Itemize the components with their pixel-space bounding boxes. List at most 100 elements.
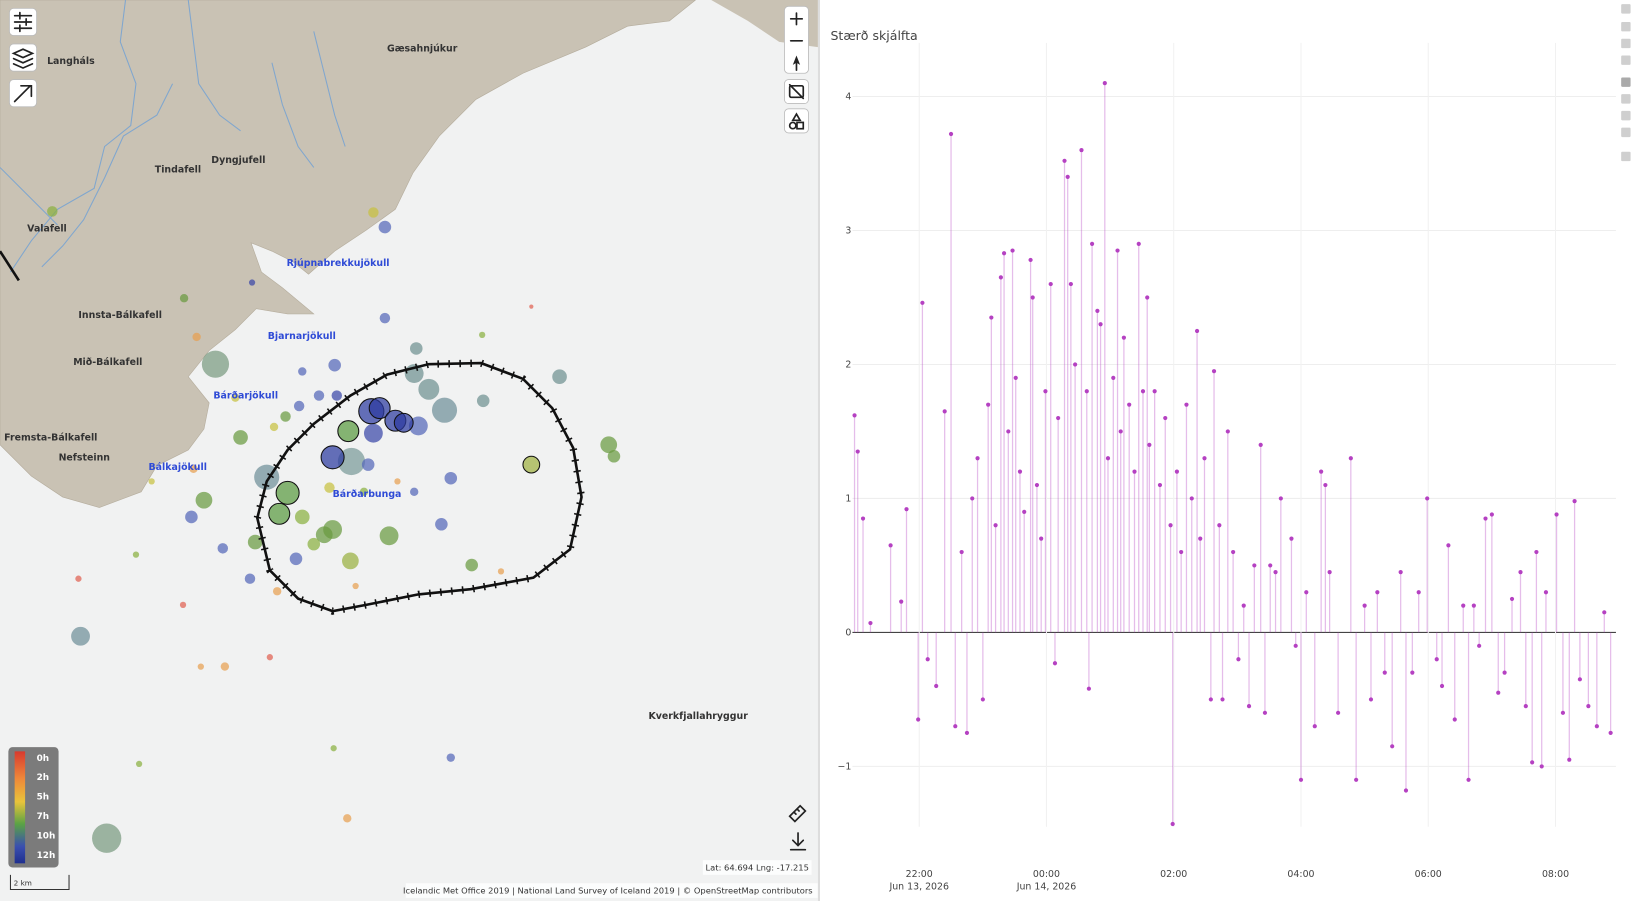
- earthquake: [313, 390, 325, 401]
- stem-point: [1068, 281, 1073, 287]
- earthquake: [352, 582, 359, 590]
- hide-labels-button[interactable]: [784, 79, 809, 105]
- chart-toolbar: [1621, 4, 1631, 162]
- x-tick-date: Jun 13, 2026: [888, 881, 949, 892]
- stem-point: [1217, 523, 1222, 528]
- stem-point: [860, 516, 866, 521]
- earthquake: [244, 573, 256, 584]
- stem-point: [1425, 496, 1430, 501]
- earthquake: [217, 543, 229, 554]
- stem-point: [1530, 760, 1535, 765]
- coordinates-box: [702, 860, 812, 875]
- stem-point: [1502, 670, 1507, 675]
- place-label: Dyngjufell: [211, 155, 265, 166]
- rivers: [0, 0, 346, 273]
- filter-button[interactable]: [8, 7, 38, 36]
- x-tick-label: 08:00: [1542, 869, 1569, 880]
- scale-bar: 2 km: [9, 874, 70, 891]
- glacier-label: Bárðarbunga: [333, 489, 402, 500]
- stem-point: [1048, 281, 1053, 287]
- place-label: Valafell: [27, 223, 67, 234]
- tools-button[interactable]: [8, 79, 38, 108]
- toolbar-button[interactable]: [1621, 127, 1631, 138]
- legend-label: 5h: [37, 793, 49, 803]
- stem-point: [1220, 697, 1225, 702]
- stem-point: [1010, 248, 1015, 253]
- stem-point: [888, 543, 893, 548]
- toolbar-button[interactable]: [1621, 21, 1631, 32]
- time-legend: 0h 2h 5h 7h 10h 12h: [8, 747, 59, 868]
- toolbar-button[interactable]: [1621, 94, 1631, 104]
- stem-point: [993, 523, 998, 528]
- earthquake: [330, 745, 337, 752]
- compass-button[interactable]: [792, 55, 801, 71]
- toolbar-button[interactable]: [1621, 151, 1631, 162]
- earthquake: [529, 304, 534, 309]
- earthquake: [444, 471, 458, 485]
- stem-point: [1211, 369, 1217, 374]
- stem-point: [1013, 375, 1018, 380]
- x-tick-label: 04:00: [1287, 869, 1314, 880]
- x-tick-label: 02:00: [1160, 869, 1187, 880]
- toolbar-button[interactable]: [1621, 77, 1631, 87]
- earthquake: [379, 526, 399, 546]
- download-button[interactable]: [789, 832, 807, 851]
- earthquake: [431, 397, 458, 423]
- shapes-button[interactable]: [784, 108, 809, 134]
- stem-point: [1489, 512, 1494, 517]
- earthquake: [337, 447, 366, 476]
- earthquake: [189, 464, 198, 473]
- toolbar-button[interactable]: [1621, 55, 1631, 65]
- layers-button[interactable]: [8, 43, 38, 72]
- toolbar-button[interactable]: [1621, 110, 1631, 121]
- stem-point: [1471, 603, 1476, 608]
- stem-point: [980, 697, 985, 702]
- stem-point: [1079, 147, 1084, 153]
- stem-point: [1327, 570, 1332, 575]
- stem-point: [1518, 570, 1523, 575]
- chart-title: Stærð skjálfta: [830, 28, 917, 43]
- earthquake: [410, 487, 419, 497]
- stems: [852, 81, 1613, 827]
- attribution: Icelandic Met Office 2019 | National Lan…: [403, 886, 813, 896]
- earthquake: [410, 342, 423, 355]
- stem-point: [1163, 415, 1168, 421]
- earthquake: [408, 416, 428, 436]
- earthquake: [179, 294, 189, 303]
- stem-point: [1231, 549, 1236, 555]
- stem-point: [868, 620, 873, 626]
- stem-point: [1194, 328, 1200, 334]
- x-tick-label: 00:00: [1033, 869, 1060, 880]
- measure-button[interactable]: [788, 804, 807, 823]
- toolbar-button[interactable]: [1621, 4, 1631, 14]
- stem-point: [916, 717, 921, 722]
- stem-point: [1375, 590, 1380, 595]
- stem-point: [1289, 536, 1294, 541]
- stem-point: [1017, 469, 1023, 474]
- stem-point: [1452, 717, 1457, 722]
- earthquake: [359, 487, 369, 497]
- stem-point: [948, 131, 954, 137]
- earthquake: [465, 558, 478, 572]
- legend-label: 0h: [37, 754, 49, 764]
- stem-point: [1179, 549, 1184, 555]
- toolbar-button[interactable]: [1621, 38, 1631, 49]
- coordinates: Lat: 64.694 Lng: -17.215: [706, 863, 809, 873]
- stem-point: [1543, 590, 1549, 595]
- stem-point: [1586, 704, 1591, 709]
- stem-point: [1252, 563, 1257, 568]
- map[interactable]: Langháls Gæsahnjúkur Tindafell Dyngjufel…: [0, 0, 818, 901]
- zoom-in-button[interactable]: [789, 12, 804, 26]
- legend-label: 7h: [37, 812, 49, 822]
- earthquake: [280, 411, 291, 422]
- x-tick-label: 22:00: [906, 869, 933, 880]
- place-label: Innsta-Bálkafell: [78, 310, 161, 321]
- earthquake: [328, 358, 341, 372]
- stem-point: [1594, 724, 1599, 729]
- stem-point: [959, 549, 964, 555]
- earthquake: [47, 206, 58, 217]
- stem-point: [1483, 516, 1488, 521]
- scale-label: 2 km: [14, 878, 32, 887]
- stem-point: [1095, 308, 1100, 313]
